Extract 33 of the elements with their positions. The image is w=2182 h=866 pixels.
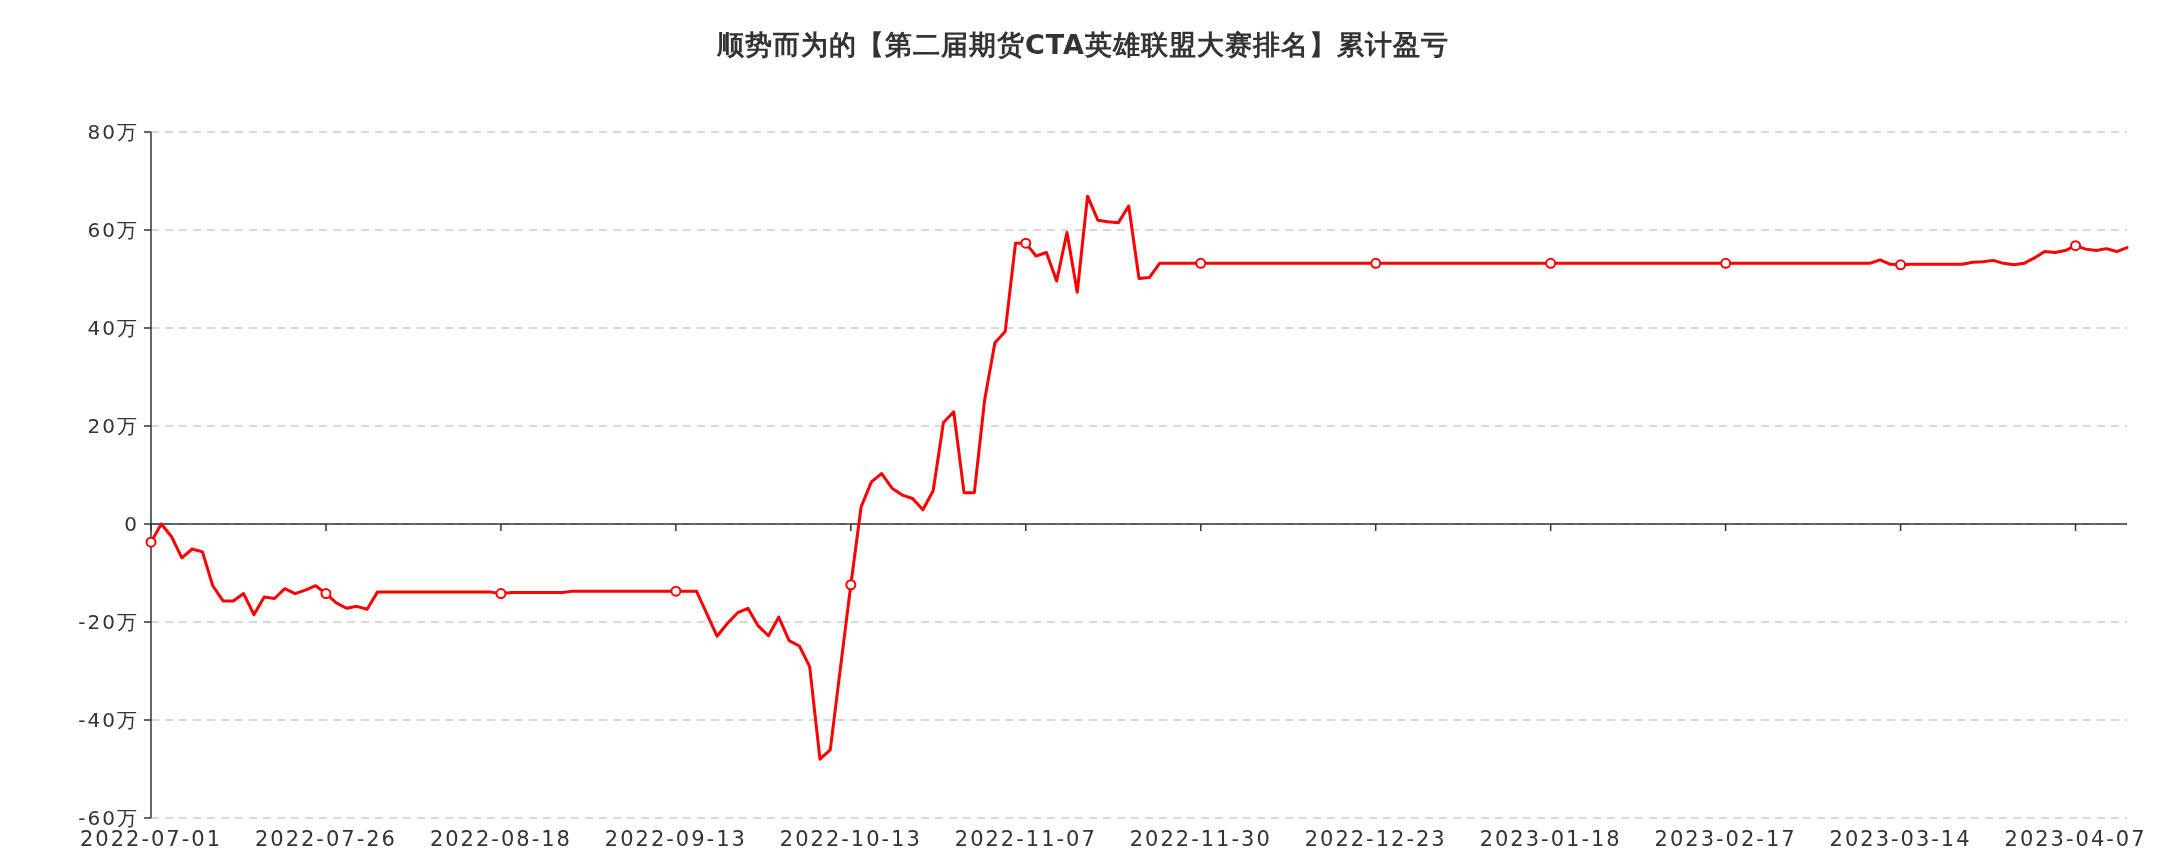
point (1545, 257, 1557, 269)
x-tick-label: 2022-11-07 (954, 827, 1097, 851)
point (670, 585, 682, 597)
x-tick-label: 2023-03-14 (1829, 827, 1972, 851)
y-tick-label: 40万 (87, 316, 139, 340)
point (1895, 259, 1907, 271)
x-tick-label: 2022-10-13 (779, 827, 922, 851)
point (145, 536, 157, 548)
x-tick-label: 2023-04-07 (2004, 827, 2147, 851)
point (1370, 257, 1382, 269)
point (495, 588, 507, 600)
x-tick-label: 2022-07-01 (79, 827, 223, 851)
point (1720, 257, 1732, 269)
point (1020, 237, 1032, 249)
x-tick-label: 2022-12-23 (1304, 827, 1447, 851)
y-tick-label: 60万 (87, 218, 139, 242)
y-tick-label: -60万 (78, 806, 139, 830)
y-tick-label: 80万 (87, 120, 139, 144)
y-tick-label: 20万 (87, 414, 139, 438)
x-tick-label: 2023-01-18 (1479, 827, 1622, 851)
x-tick-label: 2022-07-26 (254, 827, 397, 851)
point (1195, 257, 1207, 269)
x-tick-label: 2022-09-13 (604, 827, 747, 851)
x-tick-label: 2023-02-17 (1654, 827, 1797, 851)
y-tick-label: -40万 (78, 708, 139, 732)
point (320, 588, 332, 600)
point (845, 579, 857, 591)
y-tick-label: 0 (124, 512, 139, 536)
x-tick-label: 2022-08-18 (429, 827, 572, 851)
chart-title: 顺势而为的【第二届期货CTA英雄联盟大赛排名】累计盈亏 (715, 29, 1450, 60)
y-tick-label: -20万 (78, 610, 139, 634)
x-tick-label: 2022-11-30 (1129, 827, 1272, 851)
point (2070, 240, 2082, 252)
